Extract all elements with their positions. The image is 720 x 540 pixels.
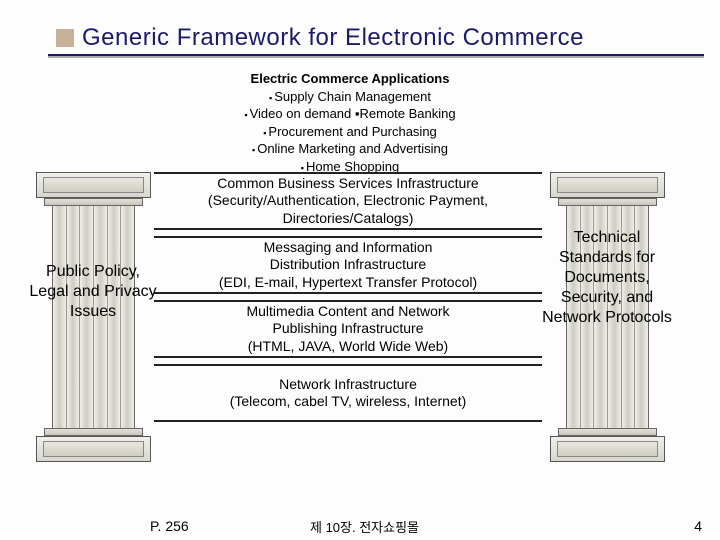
page-title: Generic Framework for Electronic Commerc… — [82, 24, 584, 52]
layer-line: Messaging and Information — [160, 239, 536, 257]
pillar-step — [558, 428, 657, 436]
pillar-step — [44, 428, 143, 436]
infrastructure-layers: Common Business Services Infrastructure … — [154, 172, 542, 422]
chapter-label: 제 10장. 전자쇼핑몰 — [310, 517, 419, 536]
title-accent-square — [56, 29, 74, 47]
layer-line: (Security/Authentication, Electronic Pay… — [160, 192, 536, 210]
pillar-step — [44, 198, 143, 206]
page-reference: P. 256 — [150, 518, 189, 534]
applications-block: Electric Commerce Applications Supply Ch… — [180, 70, 520, 175]
pillar-capital-top — [550, 172, 665, 198]
layer-messaging: Messaging and Information Distribution I… — [154, 236, 542, 294]
layer-line: Directories/Catalogs) — [160, 210, 536, 228]
app-bullet: Supply Chain Management — [180, 88, 520, 106]
slide-number: 4 — [694, 518, 702, 534]
title-underline — [48, 54, 704, 56]
app-bullet: Online Marketing and Advertising — [180, 140, 520, 158]
pillar-base — [36, 436, 151, 462]
pillar-base — [550, 436, 665, 462]
layer-common-business: Common Business Services Infrastructure … — [154, 172, 542, 230]
app-bullet: Procurement and Purchasing — [180, 123, 520, 141]
pillar-right-label: Technical Standards for Documents, Secur… — [542, 228, 672, 328]
pillar-left-label: Public Policy, Legal and Privacy Issues — [28, 262, 158, 322]
layer-line: Publishing Infrastructure — [160, 320, 536, 338]
applications-heading: Electric Commerce Applications — [180, 70, 520, 88]
pillar-step — [558, 198, 657, 206]
layer-line: Multimedia Content and Network — [160, 303, 536, 321]
layer-line: (HTML, JAVA, World Wide Web) — [160, 338, 536, 356]
layer-line: (EDI, E-mail, Hypertext Transfer Protoco… — [160, 274, 536, 292]
app-bullet: Video on demand ▪Remote Banking — [180, 105, 520, 123]
layer-line: Distribution Infrastructure — [160, 256, 536, 274]
layer-line: Network Infrastructure — [160, 376, 536, 394]
layer-network: Network Infrastructure (Telecom, cabel T… — [154, 364, 542, 422]
layer-multimedia: Multimedia Content and Network Publishin… — [154, 300, 542, 358]
layer-line: (Telecom, cabel TV, wireless, Internet) — [160, 393, 536, 411]
title-bar: Generic Framework for Electronic Commerc… — [56, 24, 700, 52]
pillar-capital-top — [36, 172, 151, 198]
layer-line: Common Business Services Infrastructure — [160, 175, 536, 193]
